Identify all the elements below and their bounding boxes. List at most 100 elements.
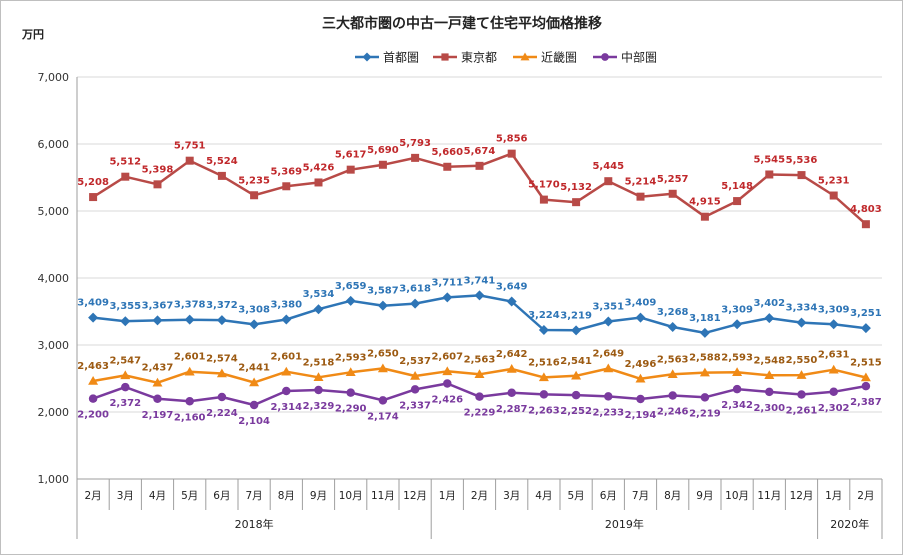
data-label: 2,496 — [625, 359, 657, 370]
data-point — [828, 364, 839, 374]
data-label: 3,380 — [270, 300, 302, 311]
data-point — [88, 375, 99, 385]
data-point — [538, 324, 549, 335]
data-label: 5,545 — [753, 154, 785, 165]
data-label: 2,649 — [592, 349, 624, 360]
data-point — [442, 366, 453, 376]
data-label: 2,563 — [464, 354, 496, 365]
data-label: 2,537 — [399, 356, 431, 367]
data-label: 2,197 — [142, 410, 174, 421]
data-point — [668, 189, 677, 198]
data-point — [217, 171, 226, 180]
data-point — [346, 388, 355, 397]
data-label: 5,257 — [657, 174, 689, 185]
data-point — [281, 314, 292, 325]
data-label: 3,268 — [657, 307, 689, 318]
data-label: 5,856 — [496, 134, 528, 145]
legend-label: 中部圏 — [621, 50, 657, 65]
data-label: 2,302 — [818, 403, 850, 414]
data-label: 5,170 — [528, 180, 560, 191]
x-tick-label: 9月 — [310, 490, 327, 502]
data-label: 3,659 — [335, 281, 367, 292]
data-point — [475, 392, 484, 401]
data-point — [797, 390, 806, 399]
data-point — [346, 165, 355, 174]
legend: 首都圏 東京都 近畿圏 中部圏 — [355, 50, 657, 65]
data-label: 3,372 — [206, 300, 238, 311]
data-label: 2,246 — [657, 407, 689, 418]
data-label: 2,588 — [689, 353, 721, 364]
data-point — [539, 195, 548, 204]
data-point — [604, 177, 613, 186]
data-label: 2,516 — [528, 357, 560, 368]
data-point — [796, 370, 807, 379]
legend-label: 近畿圏 — [541, 51, 577, 65]
data-point — [571, 390, 581, 400]
data-label: 2,174 — [367, 411, 399, 422]
legend-label: 東京都 — [461, 51, 497, 65]
x-tick-label: 8月 — [664, 490, 681, 502]
data-point — [506, 363, 517, 373]
y-tick-label: 5,000 — [38, 205, 70, 218]
data-point — [216, 368, 227, 378]
data-label: 2,290 — [335, 404, 367, 415]
data-label: 3,649 — [496, 282, 528, 293]
data-point — [250, 191, 259, 200]
x-tick-label: 7月 — [246, 490, 263, 502]
data-point — [667, 322, 678, 333]
data-label: 3,251 — [850, 308, 882, 319]
data-label: 5,512 — [109, 157, 141, 168]
data-label: 5,132 — [560, 182, 592, 193]
data-label: 3,219 — [560, 310, 592, 321]
data-label: 5,235 — [238, 175, 270, 186]
data-label: 5,398 — [142, 164, 174, 175]
data-label: 2,219 — [689, 408, 721, 419]
chart-title: 三大都市圏の中古一戸建て住宅平均価格推移 — [322, 15, 602, 32]
data-label: 2,650 — [367, 348, 399, 359]
data-label: 3,618 — [399, 284, 431, 295]
legend-marker — [362, 52, 372, 62]
data-label: 2,518 — [303, 357, 335, 368]
x-tick-label: 10月 — [725, 490, 749, 502]
data-label: 2,601 — [174, 352, 206, 363]
data-point — [313, 304, 324, 315]
x-tick-label: 7月 — [632, 490, 649, 502]
data-point — [538, 372, 549, 382]
data-point — [507, 149, 516, 158]
x-tick-label: 6月 — [213, 490, 230, 502]
data-label: 3,367 — [142, 300, 174, 311]
legend-item: 首都圏 — [355, 51, 419, 65]
data-label: 2,441 — [238, 362, 270, 373]
data-label: 2,550 — [786, 355, 818, 366]
data-point — [474, 369, 485, 379]
data-label: 2,387 — [850, 397, 882, 408]
data-point — [861, 381, 871, 391]
data-label: 5,208 — [77, 177, 109, 188]
x-tick-label: 8月 — [278, 490, 295, 502]
data-point — [475, 161, 484, 170]
data-label: 2,314 — [270, 402, 302, 413]
data-label: 3,741 — [464, 275, 496, 286]
data-point — [410, 385, 420, 394]
data-point — [249, 377, 260, 387]
data-label: 5,214 — [625, 177, 657, 188]
data-point — [282, 386, 291, 396]
data-label: 3,711 — [431, 277, 463, 288]
y-tick-label: 7,000 — [38, 71, 70, 84]
data-label: 2,194 — [625, 410, 657, 421]
data-label: 5,148 — [721, 181, 753, 192]
data-label: 2,224 — [206, 408, 238, 419]
x-tick-label: 1月 — [439, 490, 456, 502]
data-point — [378, 396, 388, 405]
data-label: 3,181 — [689, 313, 721, 324]
legend-item: 中部圏 — [593, 50, 657, 65]
data-point — [281, 366, 292, 376]
data-label: 4,803 — [850, 204, 882, 215]
data-point — [506, 296, 517, 307]
data-label: 5,674 — [464, 146, 496, 157]
data-point — [442, 292, 453, 303]
data-point — [732, 367, 743, 377]
data-label: 5,231 — [818, 176, 850, 187]
year-label: 2018年 — [235, 517, 274, 531]
